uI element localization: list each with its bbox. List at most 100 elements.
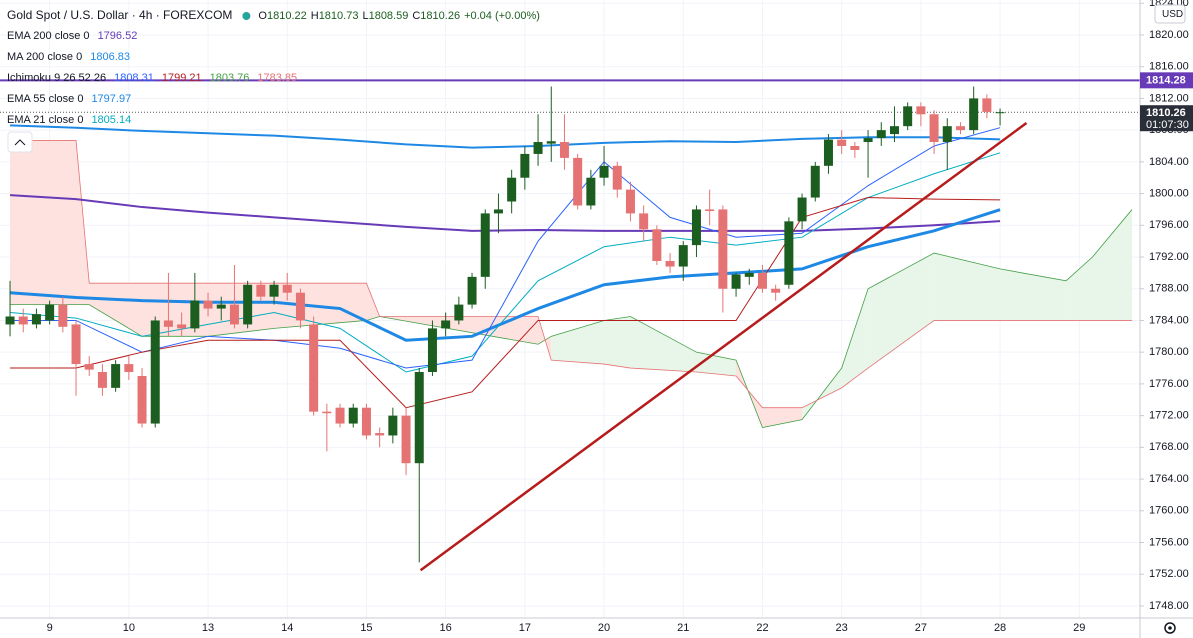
candle-body [71, 324, 81, 365]
candle-body [507, 177, 517, 202]
x-tick-label: 13 [202, 622, 214, 634]
legend-value: 1805.14 [91, 114, 131, 126]
candle-body [190, 300, 200, 329]
candle-body [639, 213, 649, 230]
x-tick-label: 23 [836, 622, 848, 634]
cloud-fill [1000, 268, 1067, 321]
legend-value: 1783.85 [257, 72, 297, 84]
candle-body [348, 407, 358, 424]
y-tick-label: 1788.00 [1149, 283, 1189, 295]
cloud-fill [1066, 257, 1093, 321]
candle-body [31, 314, 41, 325]
currency-button[interactable] [1154, 4, 1186, 24]
cloud-fill [76, 140, 90, 305]
candle-body [84, 364, 94, 370]
candle-body [361, 407, 371, 436]
legend-value: 1799.21 [162, 72, 202, 84]
y-tick-label: 1800.00 [1149, 187, 1189, 199]
last-price-label: 1810.26 [1146, 107, 1186, 119]
legend: Gold Spot / U.S. Dollar · 4h · FOREXCOM O… [7, 8, 540, 126]
candle-body [784, 221, 794, 285]
candle-body [942, 126, 952, 143]
candle-body [375, 433, 385, 436]
candle-body [269, 284, 279, 297]
candle-body [612, 165, 622, 190]
candle-body [929, 114, 939, 143]
candle-body [137, 375, 147, 424]
candle-body [163, 320, 173, 327]
cloud-span [10, 140, 1133, 409]
candle-body [559, 142, 569, 158]
ohlc-label: L [362, 10, 368, 22]
candle-body [388, 415, 398, 436]
y-tick-label: 1768.00 [1149, 441, 1189, 453]
indicator-line [9, 124, 1001, 149]
candle-body [744, 272, 754, 277]
candle-body [467, 276, 477, 305]
collapse-icon [14, 139, 26, 146]
y-tick-label: 1756.00 [1149, 536, 1189, 548]
ohlc-label: H [311, 10, 319, 22]
legend-name: Ichimoku 9 26 52 26 [7, 72, 106, 84]
x-tick-label: 9 [47, 622, 53, 634]
candle-body [309, 324, 319, 412]
indicator-line [10, 127, 1001, 369]
candle-body [427, 328, 437, 373]
y-tick-label: 1748.00 [1149, 600, 1189, 612]
candle-body [903, 106, 913, 127]
cloud-fill [630, 316, 697, 373]
ohlc-label: O [258, 10, 267, 22]
x-tick-label: 22 [756, 622, 768, 634]
y-tick-label: 1816.00 [1149, 61, 1189, 73]
x-tick-label: 14 [281, 622, 293, 634]
cloud-fill [1092, 209, 1133, 321]
indicator-line [9, 152, 1001, 373]
y-tick-label: 1792.00 [1149, 251, 1189, 263]
candle-body [876, 130, 886, 139]
y-tick-label: 1804.00 [1149, 156, 1189, 168]
x-tick-label: 29 [1073, 622, 1085, 634]
candle-body [177, 324, 187, 329]
legend-name: MA 200 close 0 [7, 51, 82, 63]
y-tick-label: 1760.00 [1149, 505, 1189, 517]
candle-body [97, 372, 107, 388]
x-tick-label: 20 [598, 622, 610, 634]
y-tick-label: 1820.00 [1149, 29, 1189, 41]
ohlc-value: 1808.59 [369, 10, 409, 22]
collapse-button[interactable] [7, 131, 33, 153]
ohlc-value: 1810.26 [420, 10, 460, 22]
candle-body [493, 209, 503, 214]
plot-area [0, 79, 1140, 572]
y-tick-label: 1772.00 [1149, 410, 1189, 422]
candle-body [520, 153, 530, 178]
candle-body [229, 304, 239, 325]
y-tick-label: 1752.00 [1149, 568, 1189, 580]
candle-body [454, 304, 464, 321]
ohlc-value: 1810.73 [319, 10, 359, 22]
x-tick-label: 21 [677, 622, 689, 634]
candle-body [705, 209, 715, 212]
candle-body [45, 304, 55, 321]
candle-body [18, 316, 28, 325]
y-tick-label: 1776.00 [1149, 378, 1189, 390]
cloud-fill [604, 316, 631, 369]
ohlc-value: 1810.22 [267, 10, 307, 22]
candle-body [124, 364, 134, 373]
cloud-fill [868, 253, 935, 369]
indicator-line [10, 197, 1001, 409]
candle-body [731, 274, 741, 289]
candle-body [58, 304, 68, 327]
candle-body [823, 139, 833, 166]
last-price-badge [1140, 105, 1193, 132]
settings-icon[interactable] [1164, 622, 1176, 634]
legend-value: 1796.52 [98, 30, 138, 42]
x-tick-label: 15 [360, 622, 372, 634]
candle-body [414, 372, 424, 464]
legend-value: 1797.97 [91, 93, 131, 105]
cloud-fill [841, 288, 869, 388]
y-tick-label: 1796.00 [1149, 219, 1189, 231]
candle-body [691, 209, 701, 246]
candle-body [441, 320, 451, 329]
hline-badge-label: 1814.28 [1146, 75, 1186, 87]
